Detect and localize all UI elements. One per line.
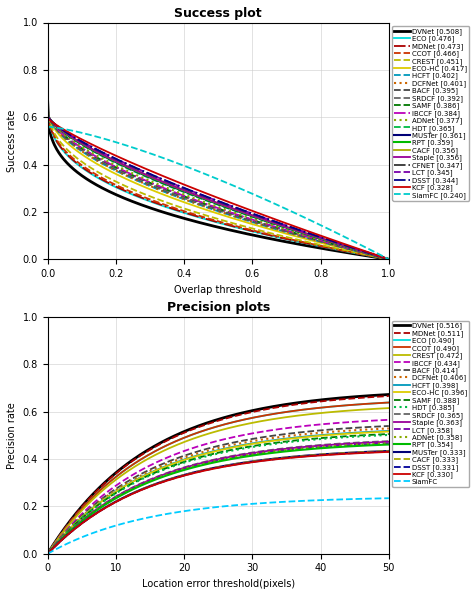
Title: Success plot: Success plot — [174, 7, 262, 20]
X-axis label: Location error threshold(pixels): Location error threshold(pixels) — [142, 579, 295, 589]
Y-axis label: Precision rate: Precision rate — [7, 402, 17, 469]
Legend: DVNet [0.508], ECO [0.476], MDNet [0.473], CCOT [0.466], CREST [0.451], ECO-HC [: DVNet [0.508], ECO [0.476], MDNet [0.473… — [392, 26, 469, 201]
Legend: DVNet [0.516], MDNet [0.511], ECO [0.490], CCOT [0.490], CREST [0.472], IBCCF [0: DVNet [0.516], MDNet [0.511], ECO [0.490… — [392, 321, 469, 487]
Title: Precision plots: Precision plots — [167, 302, 270, 315]
Y-axis label: Success rate: Success rate — [7, 110, 17, 172]
X-axis label: Overlap threshold: Overlap threshold — [174, 284, 262, 294]
